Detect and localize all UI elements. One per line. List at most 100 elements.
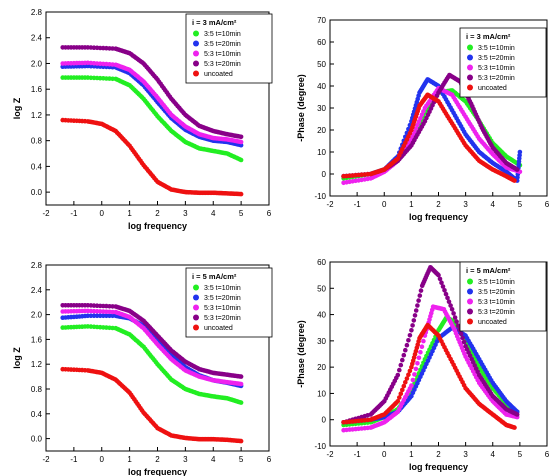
y-tick-label: 0.0 [31,188,43,197]
y-axis-label: -Phase (degree) [296,320,306,388]
y-tick-label: 30 [317,337,326,346]
data-point [512,178,517,183]
y-tick-label: 0.4 [31,162,43,171]
data-point [238,139,244,145]
x-tick-label: 0 [100,455,105,464]
legend-marker [467,288,473,295]
legend-marker [467,84,473,91]
data-point [397,367,402,373]
data-point [418,116,423,121]
data-point [401,383,407,389]
data-point [418,288,424,293]
legend-label: 5:3 t=10min [478,299,515,306]
y-tick-label: 50 [317,60,326,69]
data-point [238,381,244,387]
legend-marker [193,304,199,311]
data-point [406,338,411,343]
x-tick-label: -2 [326,450,334,459]
x-tick-label: -1 [70,209,78,218]
x-tick-label: -1 [354,450,362,459]
x-tick-label: 1 [127,209,132,218]
legend-title: i = 5 mA/cm² [192,272,237,281]
legend-label: 3:5 t=20min [204,41,241,48]
legend-marker [467,74,473,81]
legend-label: 5:3 t=10min [478,65,515,72]
y-tick-label: 50 [317,284,326,293]
y-tick-label: 0.4 [31,410,43,419]
legend-marker [193,294,199,301]
x-tick-label: 2 [436,200,441,209]
x-tick-label: 1 [127,455,132,464]
legend-marker [193,314,199,321]
data-point [416,298,421,303]
data-point [514,412,520,417]
y-tick-label: 2.0 [31,59,43,68]
x-tick-label: 2 [155,209,160,218]
x-tick-label: 3 [183,455,188,464]
legend-label: uncoated [204,325,233,332]
x-axis-label: log frequency [128,221,187,231]
legend: i = 3 mA/cm² 3:5 t=10min 3:5 t=20min 5:3 t=… [459,27,547,98]
x-tick-label: 5 [239,455,244,464]
y-tick-label: 1.6 [31,85,43,94]
x-tick-label: -2 [42,209,50,218]
legend-label: 3:5 t=20min [478,55,515,62]
x-tick-label: 4 [491,200,496,209]
x-tick-label: 4 [491,450,496,459]
data-point [415,361,420,366]
data-point [451,311,456,316]
data-point [442,288,447,293]
data-point [440,284,446,289]
legend-label: 3:5 t=20min [478,289,515,296]
legend-box [185,267,273,338]
data-point [413,308,419,313]
y-tick-label: 0 [322,416,327,425]
y-tick-label: 20 [317,363,326,372]
y-tick-label: 20 [317,126,326,135]
y-tick-label: 60 [317,38,326,47]
data-point [238,438,244,444]
x-tick-label: 5 [239,209,244,218]
x-tick-label: 4 [211,209,216,218]
data-point [407,333,413,338]
legend-box [459,27,547,98]
legend-label: 5:3 t=20min [204,315,241,322]
legend-marker [193,50,199,57]
data-point [455,323,461,329]
data-point [411,318,417,323]
legend: i = 3 mA/cm² 3:5 t=10min 3:5 t=20min 5:3 t=… [185,13,273,84]
legend-marker [467,54,473,61]
legend-marker [467,278,473,285]
legend-box [459,261,547,332]
data-point [404,376,410,381]
data-point [238,374,244,379]
y-tick-label: 2.4 [31,286,43,295]
data-point [448,303,453,308]
legend-marker [193,30,199,37]
x-tick-label: 0 [382,450,387,459]
data-point [418,349,423,355]
series-5 [341,92,517,183]
x-axis-label: log frequency [128,467,187,476]
y-tick-label: 10 [317,389,326,398]
data-point [415,303,420,308]
x-tick-label: 6 [545,450,550,459]
data-point [454,319,459,324]
data-point [238,400,244,405]
data-point [410,323,415,328]
legend-label: uncoated [478,85,507,92]
x-tick-label: 4 [211,455,216,464]
legend-marker [467,44,473,51]
series-3 [60,60,244,145]
y-tick-label: 60 [317,258,326,267]
legend-marker [193,324,199,331]
data-point [403,347,408,353]
y-tick-label: 2.4 [31,34,43,43]
data-point [412,313,418,318]
legend-label: 5:3 t=20min [478,309,515,316]
legend-label: 3:5 t=10min [478,279,515,286]
legend-marker [193,60,199,67]
legend-marker [467,298,473,305]
data-point [458,331,464,337]
